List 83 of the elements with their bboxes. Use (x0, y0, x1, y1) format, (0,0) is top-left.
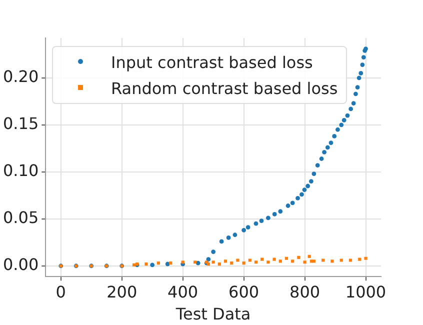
point (230, 262, 234, 265)
point (358, 258, 362, 261)
point (353, 92, 358, 96)
point (218, 262, 221, 266)
point (212, 260, 215, 264)
point (246, 225, 250, 230)
point (360, 62, 365, 67)
y-tick-label: 0.20 (3, 67, 39, 86)
point (290, 200, 295, 206)
point (242, 262, 246, 265)
point (242, 228, 246, 232)
point (312, 172, 316, 176)
point (306, 184, 310, 188)
point (211, 250, 216, 254)
point (259, 218, 264, 223)
point (236, 258, 240, 262)
point (302, 188, 307, 192)
point (254, 221, 258, 226)
point (300, 192, 304, 197)
point (219, 239, 224, 244)
point (315, 163, 320, 168)
legend-label: Random contrast based loss (111, 78, 338, 98)
legend-label: Input contrast based loss (111, 52, 313, 72)
point (291, 260, 294, 263)
point (303, 260, 306, 264)
point (156, 262, 160, 265)
point (339, 122, 344, 128)
point (308, 179, 314, 184)
point (340, 258, 343, 262)
point (358, 71, 364, 76)
point (355, 85, 360, 90)
point (308, 254, 311, 258)
point (193, 260, 197, 264)
point (278, 209, 283, 214)
point (286, 204, 290, 208)
point (322, 150, 326, 154)
point (266, 260, 270, 264)
point (260, 258, 264, 261)
point (328, 140, 334, 145)
point (206, 257, 211, 262)
y-tick-label: 0.00 (3, 255, 39, 274)
point (254, 260, 258, 264)
point (296, 196, 300, 200)
point (342, 118, 346, 122)
point (224, 260, 228, 263)
point (345, 113, 350, 118)
point (361, 55, 366, 60)
x-tick-label: 200 (106, 282, 138, 302)
point (278, 260, 282, 263)
point (325, 145, 330, 150)
point (169, 262, 172, 265)
point (297, 256, 300, 259)
y-tick-label: 0.15 (3, 114, 39, 134)
point (132, 263, 136, 267)
point (181, 260, 184, 264)
point (248, 258, 252, 262)
point (330, 260, 334, 263)
x-tick-label: 800 (290, 282, 320, 302)
x-tick-label: 400 (168, 282, 198, 302)
point (284, 256, 288, 260)
point (150, 262, 155, 268)
point (144, 262, 148, 266)
point (312, 260, 316, 263)
point (351, 101, 356, 106)
x-tick-label: 1000 (345, 282, 386, 302)
point (272, 212, 277, 216)
point (348, 106, 354, 112)
x-axis-title: Test Data (174, 304, 251, 324)
point (272, 258, 276, 261)
point (332, 134, 337, 138)
point (356, 76, 362, 80)
point (364, 256, 368, 260)
point (266, 216, 270, 220)
x-tick-label: 0 (56, 282, 66, 302)
point (322, 258, 325, 262)
point (226, 235, 231, 240)
point (336, 127, 340, 132)
y-tick-label: 0.10 (3, 161, 39, 180)
y-tick-label: 0.05 (3, 208, 39, 228)
point (319, 156, 324, 161)
x-tick-label: 600 (228, 282, 260, 302)
point (348, 258, 352, 262)
point (232, 232, 238, 238)
